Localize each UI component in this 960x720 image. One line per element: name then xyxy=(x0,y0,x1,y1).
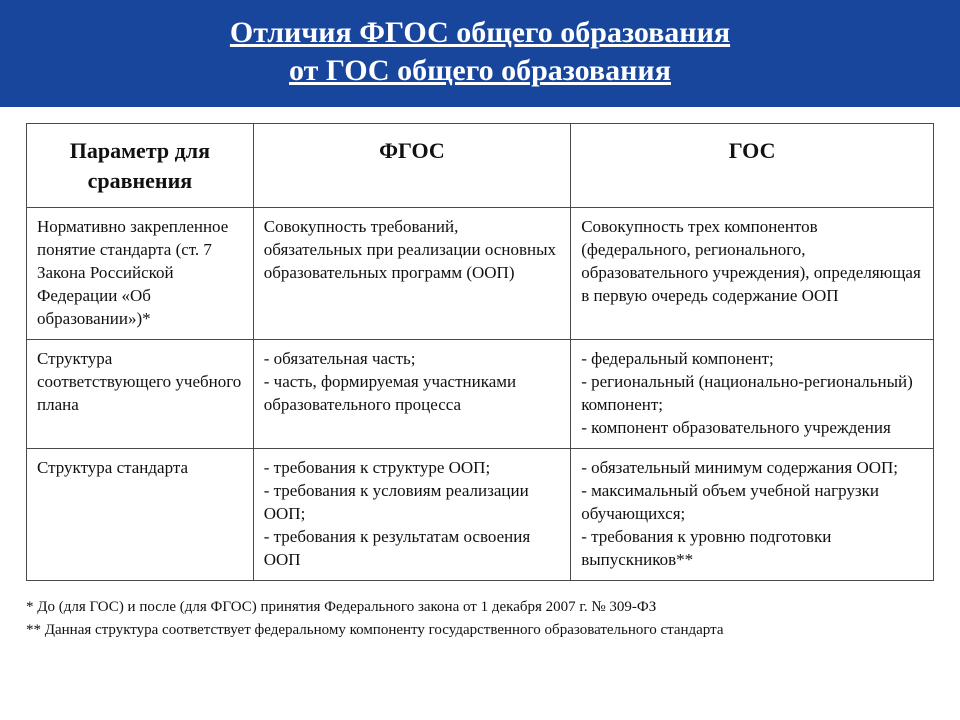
cell-param: Нормативно закрепленное понятие стандарт… xyxy=(27,208,254,340)
page-title: Отличия ФГОС общего образования от ГОС о… xyxy=(0,0,960,107)
table-row: Нормативно закрепленное понятие стандарт… xyxy=(27,208,934,340)
cell-gos: Совокупность трех компонентов (федеральн… xyxy=(571,208,934,340)
footnote-2: ** Данная структура соответствует федера… xyxy=(26,620,934,641)
col-header-fgos: ФГОС xyxy=(253,124,570,208)
title-line2: от ГОС общего образования xyxy=(289,54,671,87)
table-header-row: Параметр для сравнения ФГОС ГОС xyxy=(27,124,934,208)
col-header-gos: ГОС xyxy=(571,124,934,208)
title-line1: Отличия ФГОС общего образования xyxy=(230,16,730,49)
cell-param: Структура соответствующего учебного план… xyxy=(27,340,254,449)
col-header-param: Параметр для сравнения xyxy=(27,124,254,208)
footnote-1: * До (для ГОС) и после (для ФГОС) принят… xyxy=(26,597,934,618)
comparison-table: Параметр для сравнения ФГОС ГОС Норматив… xyxy=(26,123,934,581)
cell-fgos: - обязательная часть; - часть, формируем… xyxy=(253,340,570,449)
cell-param: Структура стандарта xyxy=(27,448,254,580)
table-row: Структура соответствующего учебного план… xyxy=(27,340,934,449)
footnotes: * До (для ГОС) и после (для ФГОС) принят… xyxy=(26,597,934,641)
cell-gos: - федеральный компонент; - региональный … xyxy=(571,340,934,449)
table-row: Структура стандарта - требования к струк… xyxy=(27,448,934,580)
cell-fgos: Совокупность требований, обязательных пр… xyxy=(253,208,570,340)
cell-fgos: - требования к структуре ООП; - требован… xyxy=(253,448,570,580)
cell-gos: - обязательный минимум содержания ООП; -… xyxy=(571,448,934,580)
